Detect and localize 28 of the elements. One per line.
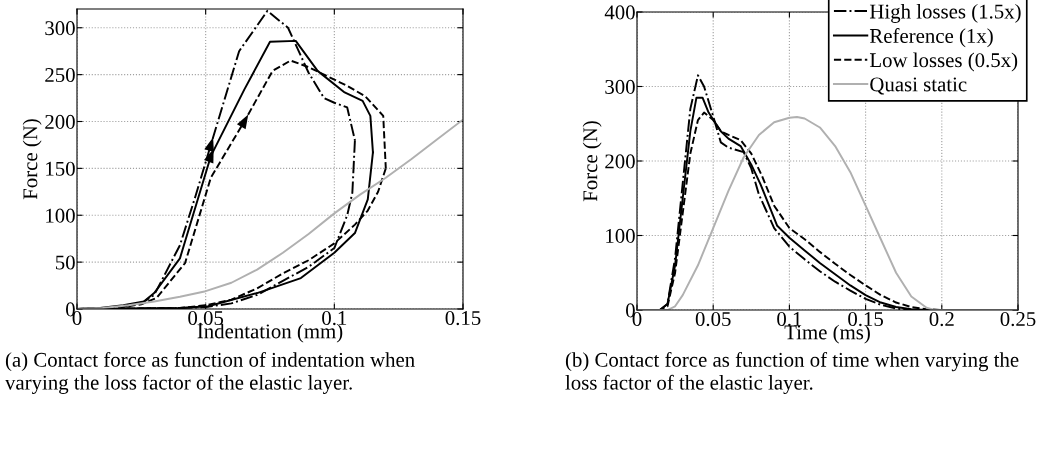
x-tick-label: 0.2 [929, 311, 954, 327]
y-tick-label: 300 [605, 79, 635, 94]
y-axis-title: Force (N) [582, 121, 602, 202]
x-tick-label: 0.05 [695, 311, 731, 327]
x-tick-label: 0.1 [777, 311, 802, 327]
y-axis-title: Force (N) [22, 119, 42, 200]
x-axis-title: Indentation (mm) [197, 323, 343, 343]
legend-label: Low losses (0.5x) [869, 52, 1018, 72]
x-axis-title: Time (ms) [784, 324, 870, 344]
text: (b) Contact force as function of time when varying the loss factor of the elastic layer. [565, 352, 1019, 394]
y-tick-label: 400 [604, 5, 635, 20]
y-tick-label: 300 [45, 21, 75, 36]
y-tick-label: 200 [45, 114, 75, 129]
y-tick-label: 250 [45, 68, 75, 83]
legend-label: Quasi static [870, 77, 967, 95]
x-tick-label: 0.05 [188, 310, 224, 326]
y-tick-label: 100 [46, 208, 75, 223]
y-tick-label: 200 [605, 154, 635, 169]
y-tick-label: 50 [55, 255, 75, 270]
x-tick-label: 0.15 [848, 311, 884, 327]
y-tick-label: 100 [606, 228, 635, 243]
legend-label: High losses (1.5x) [869, 3, 1021, 23]
text: (a) Contact force as function of indentation when varying the loss factor of the elastic layer. [5, 352, 415, 394]
x-tick-label: 0.1 [322, 310, 347, 326]
x-tick-label: 0.15 [445, 310, 481, 326]
y-tick-label: 150 [46, 161, 75, 176]
legend-label: Reference (1x) [869, 28, 993, 48]
x-tick-label: 0.25 [1000, 311, 1036, 327]
